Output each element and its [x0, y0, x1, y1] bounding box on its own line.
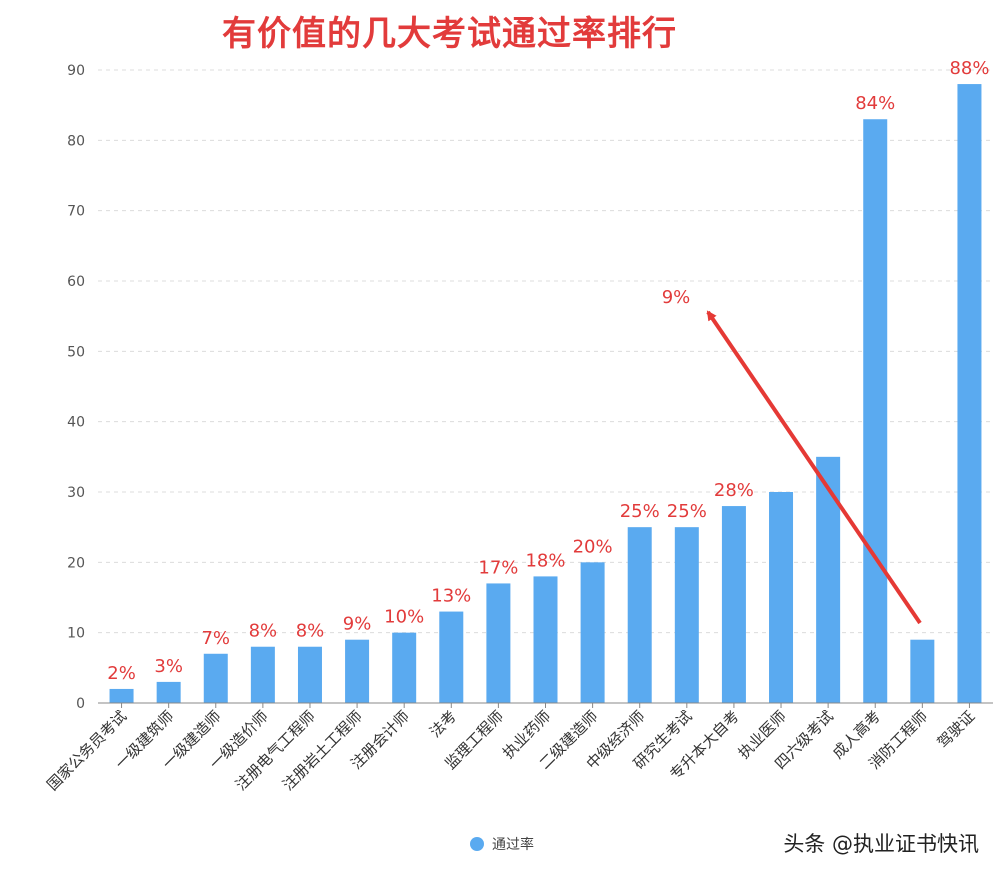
- data-label: 88%: [949, 58, 989, 79]
- bar: [627, 527, 652, 703]
- bar: [769, 492, 794, 703]
- y-tick-label: 0: [76, 696, 85, 712]
- bar: [533, 576, 558, 703]
- bar: [674, 527, 699, 703]
- bar: [486, 583, 511, 703]
- data-label: 25%: [667, 501, 707, 522]
- data-label: 3%: [154, 656, 183, 677]
- data-label: 84%: [855, 93, 895, 114]
- y-tick-label: 80: [67, 133, 85, 149]
- data-label: 2%: [107, 663, 136, 684]
- data-label: 8%: [249, 621, 278, 642]
- bar: [109, 688, 134, 703]
- y-tick-label: 30: [67, 485, 85, 501]
- y-tick-label: 10: [67, 626, 85, 642]
- x-axis: 国家公务员考试一级建筑师一级建造师一级造价师注册电气工程师注册岩土工程师注册会计…: [43, 702, 993, 794]
- legend-label: 通过率: [492, 837, 534, 853]
- data-labels: 2% 3% 7% 8% 8% 9% 10% 13% 17% 18% 20% 25% 25% 28% 84% 8…: [107, 58, 989, 684]
- y-tick-label: 90: [67, 63, 85, 79]
- bar: [297, 646, 322, 703]
- bar: [156, 681, 181, 703]
- legend-swatch: [470, 837, 484, 851]
- annotation-label: 9%: [662, 287, 691, 308]
- annotation-arrow: [706, 310, 922, 625]
- bar: [580, 562, 605, 703]
- bar: [250, 646, 275, 703]
- bar: [863, 119, 888, 703]
- bar: [721, 506, 746, 703]
- y-tick-label: 40: [67, 415, 85, 431]
- chart-title: 有价值的几大考试通过率排行: [222, 14, 677, 54]
- y-tick-label: 20: [67, 555, 85, 571]
- bar: [203, 653, 228, 703]
- x-tick-label: 国家公务员考试: [43, 707, 130, 794]
- data-label: 20%: [573, 536, 613, 557]
- bar: [957, 84, 982, 704]
- data-label: 7%: [201, 628, 230, 649]
- bar: [392, 632, 417, 703]
- y-tick-label: 60: [67, 274, 85, 290]
- x-tick-label: 法考: [426, 707, 460, 741]
- data-label: 9%: [343, 614, 372, 635]
- y-tick-label: 70: [67, 204, 85, 220]
- watermark-text: 头条 @执业证书快讯: [783, 832, 979, 856]
- data-label: 10%: [384, 607, 424, 628]
- bar: [910, 639, 935, 703]
- bars: [109, 84, 982, 704]
- data-label: 25%: [620, 501, 660, 522]
- data-label: 17%: [478, 557, 518, 578]
- gridlines: [98, 69, 993, 634]
- bar: [816, 456, 841, 703]
- data-label: 13%: [431, 586, 471, 607]
- data-label: 28%: [714, 480, 754, 501]
- legend[interactable]: 通过率: [470, 834, 534, 854]
- x-tick-label: 驾驶证: [934, 707, 979, 752]
- y-axis: 0 10 20 30 40 50 60 70 80 90: [67, 63, 85, 712]
- annotation: 9%: [662, 287, 922, 625]
- bar: [345, 639, 370, 703]
- data-label: 18%: [525, 550, 565, 571]
- bar: [439, 611, 464, 703]
- y-tick-label: 50: [67, 344, 85, 360]
- data-label: 8%: [296, 621, 325, 642]
